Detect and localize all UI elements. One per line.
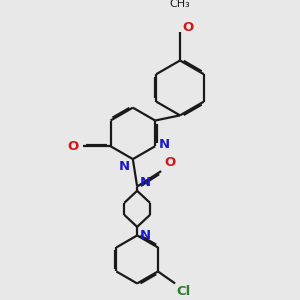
Text: N: N bbox=[140, 176, 151, 189]
Text: O: O bbox=[165, 156, 176, 170]
Text: O: O bbox=[68, 140, 79, 153]
Text: O: O bbox=[183, 21, 194, 34]
Text: N: N bbox=[159, 138, 170, 151]
Text: N: N bbox=[140, 230, 151, 242]
Text: N: N bbox=[118, 160, 129, 173]
Text: Cl: Cl bbox=[177, 285, 191, 298]
Text: CH₃: CH₃ bbox=[169, 0, 190, 9]
